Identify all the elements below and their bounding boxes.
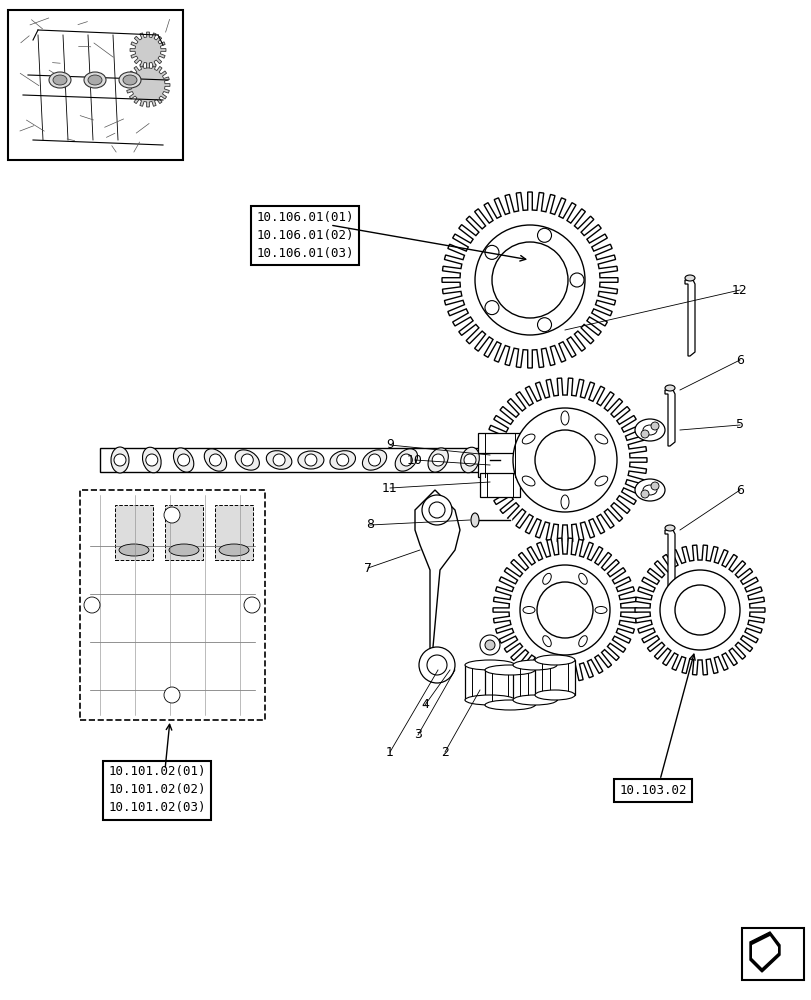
Text: 12: 12 [732,284,747,296]
Text: 10.101.02(01)
10.101.02(02)
10.101.02(03): 10.101.02(01) 10.101.02(02) 10.101.02(03… [108,766,205,814]
Ellipse shape [362,450,386,470]
Ellipse shape [542,573,551,584]
Ellipse shape [522,606,534,613]
Ellipse shape [664,525,674,531]
Ellipse shape [578,636,586,647]
Bar [478,453,521,477]
Polygon shape [664,530,674,586]
Text: 9: 9 [385,438,393,452]
Text: 4: 4 [421,698,428,711]
Ellipse shape [664,385,674,391]
Polygon shape [634,545,764,675]
Bar [80,490,264,720]
Text: 3: 3 [414,728,422,741]
Ellipse shape [235,450,259,470]
Ellipse shape [219,544,249,556]
Ellipse shape [169,544,199,556]
Ellipse shape [465,660,514,670]
Text: 6: 6 [735,484,743,496]
Polygon shape [130,32,165,68]
Ellipse shape [465,695,514,705]
Bar [478,433,521,457]
Polygon shape [483,378,646,542]
Circle shape [650,482,659,490]
Ellipse shape [560,495,569,509]
Ellipse shape [594,476,607,486]
Ellipse shape [513,660,556,670]
Ellipse shape [111,447,129,473]
Ellipse shape [534,655,574,665]
Polygon shape [749,932,779,972]
Text: 1: 1 [385,745,393,758]
Ellipse shape [119,72,141,88]
Bar [8,10,182,160]
Circle shape [479,635,500,655]
Ellipse shape [542,636,551,647]
Bar [100,448,489,472]
Circle shape [659,570,739,650]
Text: 6: 6 [735,354,743,366]
Circle shape [519,565,609,655]
Ellipse shape [49,72,71,88]
Bar [215,505,253,560]
Ellipse shape [484,665,534,675]
Ellipse shape [122,75,137,85]
Ellipse shape [427,448,448,472]
Ellipse shape [204,449,226,471]
Ellipse shape [272,454,285,466]
Ellipse shape [534,690,574,700]
Circle shape [164,687,180,703]
Ellipse shape [142,447,161,473]
Ellipse shape [119,544,148,556]
Circle shape [84,597,100,613]
Ellipse shape [174,448,194,472]
Text: 10: 10 [406,454,423,466]
Circle shape [536,582,592,638]
Polygon shape [414,490,460,680]
Circle shape [243,597,260,613]
Ellipse shape [53,75,67,85]
Text: 10.103.02: 10.103.02 [619,784,686,796]
Circle shape [537,228,551,242]
Ellipse shape [178,454,190,466]
Ellipse shape [594,434,607,444]
Circle shape [491,242,568,318]
Polygon shape [492,538,636,682]
Ellipse shape [395,449,417,471]
Bar [534,660,574,695]
Ellipse shape [400,454,412,466]
Ellipse shape [241,454,253,466]
Text: 7: 7 [363,562,371,574]
Circle shape [427,655,446,675]
Ellipse shape [460,447,478,473]
Circle shape [164,507,180,523]
Circle shape [484,245,499,259]
Ellipse shape [298,451,324,469]
FancyBboxPatch shape [10,11,182,159]
Text: 8: 8 [366,518,374,532]
Ellipse shape [88,75,102,85]
Circle shape [484,640,495,650]
Polygon shape [684,280,694,356]
Circle shape [484,301,499,315]
Ellipse shape [337,454,348,466]
Circle shape [640,490,648,498]
Polygon shape [126,63,169,107]
Polygon shape [751,936,777,968]
Bar [741,928,803,980]
Ellipse shape [521,434,534,444]
Circle shape [513,408,616,512]
Ellipse shape [146,454,157,466]
Ellipse shape [329,451,355,469]
Ellipse shape [209,454,221,466]
Ellipse shape [431,454,444,466]
Circle shape [650,422,659,430]
Ellipse shape [463,454,475,466]
Circle shape [422,495,452,525]
Text: 10.106.01(01)
10.106.01(02)
10.106.01(03): 10.106.01(01) 10.106.01(02) 10.106.01(03… [256,211,354,259]
Polygon shape [664,390,674,446]
Circle shape [569,273,583,287]
Ellipse shape [521,476,534,486]
Circle shape [640,430,648,438]
Bar [115,505,152,560]
